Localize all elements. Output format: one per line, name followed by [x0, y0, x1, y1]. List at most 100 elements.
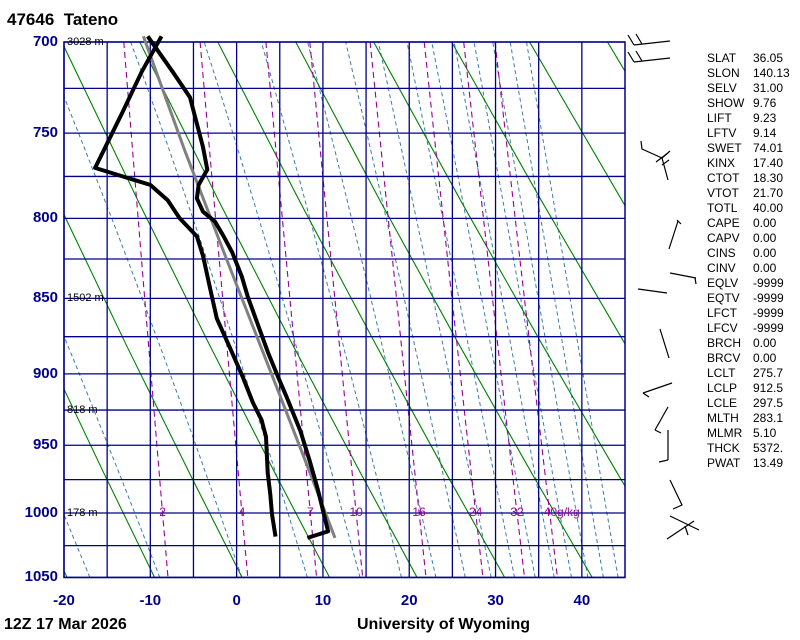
- wind-barb: [633, 57, 671, 63]
- dry-adiabat-line: [64, 569, 68, 578]
- moist-adiabat-line: [345, 42, 466, 578]
- stat-label: LCLE: [707, 396, 738, 410]
- moist-adiabat-line: [473, 42, 572, 578]
- stat-label: BRCV: [707, 351, 741, 365]
- wind-barb: [661, 159, 670, 166]
- stat-value: 140.13: [753, 66, 790, 80]
- pressure-temperature-grid: [63, 41, 626, 579]
- mixing-ratio-line: [423, 42, 484, 578]
- wind-barb: [668, 220, 679, 250]
- mixing-ratio-label: 4: [238, 505, 246, 519]
- stat-label: LCLT: [707, 366, 736, 380]
- pressure-tick-label: 800: [32, 209, 58, 227]
- height-label: 3028 m: [67, 36, 104, 48]
- dry-adiabat-line: [295, 42, 593, 578]
- mixing-ratio-line: [265, 42, 318, 578]
- mixing-ratio-label: 2: [159, 505, 166, 519]
- stat-label: MLTH: [707, 411, 739, 425]
- stat-value: -9999: [753, 321, 784, 335]
- dry-adiabat-line: [217, 42, 506, 578]
- dry-adiabat-line: [64, 45, 331, 578]
- stat-label: SLON: [707, 66, 740, 80]
- wind-barb: [635, 33, 643, 45]
- wind-barb: [642, 392, 650, 398]
- temp-tick-label: 30: [487, 592, 504, 609]
- moist-adiabat-line: [509, 42, 604, 578]
- wind-barb: [654, 429, 662, 434]
- stat-label: VTOT: [707, 186, 739, 200]
- stat-value: 21.70: [753, 186, 784, 200]
- wind-barb: [669, 272, 697, 279]
- wind-barb: [627, 51, 635, 63]
- wind-barb: [666, 520, 695, 540]
- background-lines: [64, 42, 625, 578]
- stat-label: TOTL: [707, 201, 738, 215]
- stat-label: LFCV: [707, 321, 738, 335]
- wind-barb: [633, 40, 671, 46]
- moist-adiabat-line: [203, 42, 361, 578]
- moist-adiabat-line: [130, 42, 308, 578]
- wind-barb: [669, 479, 683, 510]
- stat-value: -9999: [753, 306, 784, 320]
- stat-value: 0.00: [753, 351, 777, 365]
- wind-barb: [684, 525, 689, 536]
- stat-label: MLMR: [707, 426, 743, 440]
- wind-barb-column: [627, 33, 700, 540]
- stat-value: 9.76: [753, 96, 777, 110]
- stat-label: THCK: [707, 441, 740, 455]
- pressure-tick-label: 700: [32, 33, 58, 50]
- credit-text: University of Wyoming: [357, 616, 531, 633]
- stat-label: SELV: [707, 81, 737, 95]
- moist-adiabat-line: [307, 42, 437, 578]
- sounding-datetime: 12Z 17 Mar 2026: [4, 616, 127, 633]
- wind-barb: [642, 382, 673, 394]
- wind-barb: [654, 406, 669, 431]
- wind-barb: [694, 277, 697, 285]
- stat-value: -9999: [753, 276, 784, 290]
- stat-label: LFTV: [707, 126, 737, 140]
- dewpoint-trace: [93, 35, 278, 537]
- moist-adiabat-line: [260, 42, 402, 578]
- stat-label: CINV: [707, 261, 736, 275]
- stat-value: 31.00: [753, 81, 784, 95]
- pressure-tick-label: 950: [32, 436, 58, 454]
- moist-adiabat-line: [492, 42, 589, 578]
- wind-barb: [627, 34, 635, 46]
- stat-label: BRCH: [707, 336, 742, 350]
- height-label: 178 m: [67, 507, 98, 520]
- stat-value: 5372.: [753, 441, 784, 455]
- dry-adiabat-line: [373, 42, 625, 488]
- sounding-traces: [93, 35, 337, 540]
- pressure-tick-label: 850: [32, 289, 58, 307]
- mixing-ratio-line: [309, 42, 364, 578]
- temp-tick-label: -20: [53, 592, 75, 609]
- dry-adiabat-line: [451, 42, 625, 345]
- stat-label: LCLP: [707, 381, 738, 395]
- stat-value: 0.00: [753, 231, 777, 245]
- pressure-tick-label: 750: [32, 124, 58, 142]
- stat-label: EQLV: [707, 276, 739, 290]
- wind-barb: [635, 50, 643, 62]
- stat-value: 297.5: [753, 396, 784, 410]
- wind-barb: [676, 219, 682, 225]
- moist-adiabat-line: [406, 42, 515, 578]
- parcel-trace: [141, 35, 337, 539]
- stat-label: CINS: [707, 246, 736, 260]
- temp-tick-label: 10: [314, 592, 332, 609]
- pressure-tick-label: 1000: [24, 504, 58, 522]
- moist-adiabat-line: [453, 42, 555, 578]
- station-title: 47646 Tateno: [7, 10, 119, 29]
- mixing-ratio-label: 24: [468, 505, 483, 519]
- temp-tick-label: -10: [139, 592, 162, 609]
- mixing-ratio-label: 32: [510, 505, 524, 519]
- dry-adiabat-line: [139, 42, 418, 578]
- stat-value: 17.40: [753, 156, 784, 170]
- temp-tick-label: 0: [232, 592, 241, 609]
- stat-label: SWET: [707, 141, 742, 155]
- stat-label: SLAT: [707, 51, 737, 65]
- stat-label: CAPE: [707, 216, 740, 230]
- height-label: 818 m: [67, 404, 98, 417]
- height-label: 1502 m: [67, 292, 104, 305]
- temp-tick-label: 40: [573, 592, 591, 609]
